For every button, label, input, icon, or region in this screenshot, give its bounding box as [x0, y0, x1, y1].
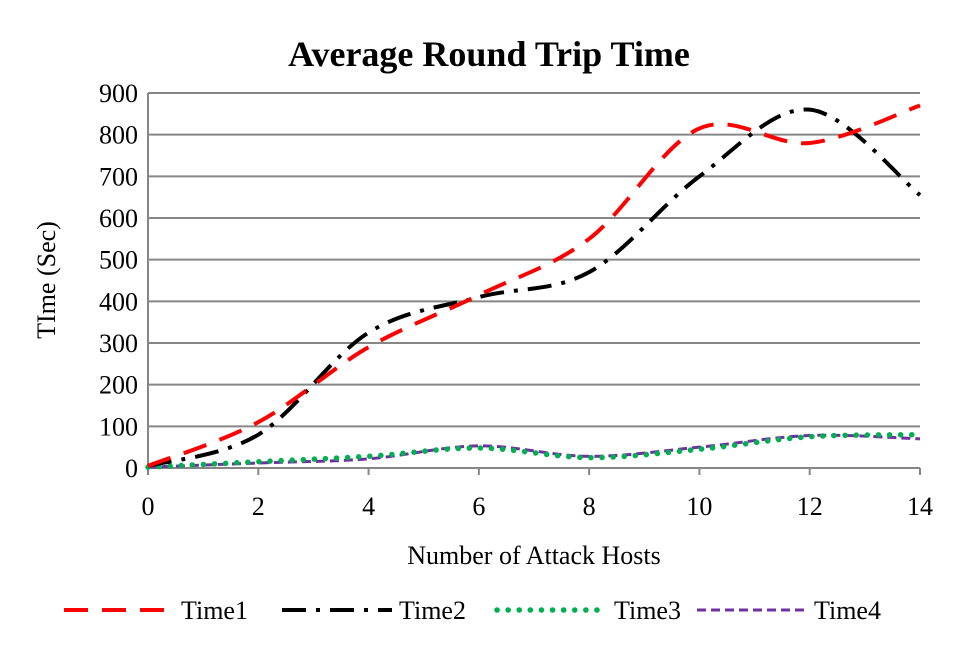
x-tick-label: 0	[142, 492, 155, 521]
y-tick-label: 900	[99, 79, 138, 108]
x-tick-label: 6	[472, 492, 485, 521]
series-line-time2	[147, 107, 922, 468]
y-tick-label: 500	[99, 246, 138, 275]
y-tick-label: 100	[99, 412, 138, 441]
legend: Time1 Time2 Time3 Time4	[64, 596, 881, 625]
gridlines	[147, 92, 920, 469]
y-tick-label: 400	[99, 287, 138, 316]
series-lines	[145, 103, 923, 470]
x-tick-label: 2	[252, 492, 265, 521]
x-tick-label: 14	[907, 492, 933, 521]
x-tick-label: 4	[362, 492, 375, 521]
legend-label-time3: Time3	[614, 596, 681, 625]
chart-title: Average Round Trip Time	[288, 34, 690, 74]
x-tick-label: 10	[686, 492, 712, 521]
y-tick-label: 800	[99, 121, 138, 150]
series-line-time4	[147, 433, 921, 469]
series-line-time1	[147, 103, 921, 468]
x-tick-labels: 0 2 4 6 8 10 12 14	[142, 468, 933, 521]
x-tick-label: 8	[583, 492, 596, 521]
legend-label-time1: Time1	[181, 596, 248, 625]
x-axis-label: Number of Attack Hosts	[407, 541, 660, 570]
legend-label-time2: Time2	[399, 596, 466, 625]
y-axis-label: TIme (Sec)	[32, 221, 61, 339]
y-tick-label: 300	[99, 329, 138, 358]
x-tick-label: 12	[797, 492, 823, 521]
y-tick-label: 600	[99, 204, 138, 233]
y-tick-label: 0	[125, 454, 138, 483]
y-tick-label: 700	[99, 162, 138, 191]
y-tick-label: 200	[99, 371, 138, 400]
series-line-time3	[145, 431, 923, 470]
legend-label-time4: Time4	[814, 596, 881, 625]
y-tick-labels: 0 100 200 300 400 500 600 700 800 900	[99, 79, 138, 483]
